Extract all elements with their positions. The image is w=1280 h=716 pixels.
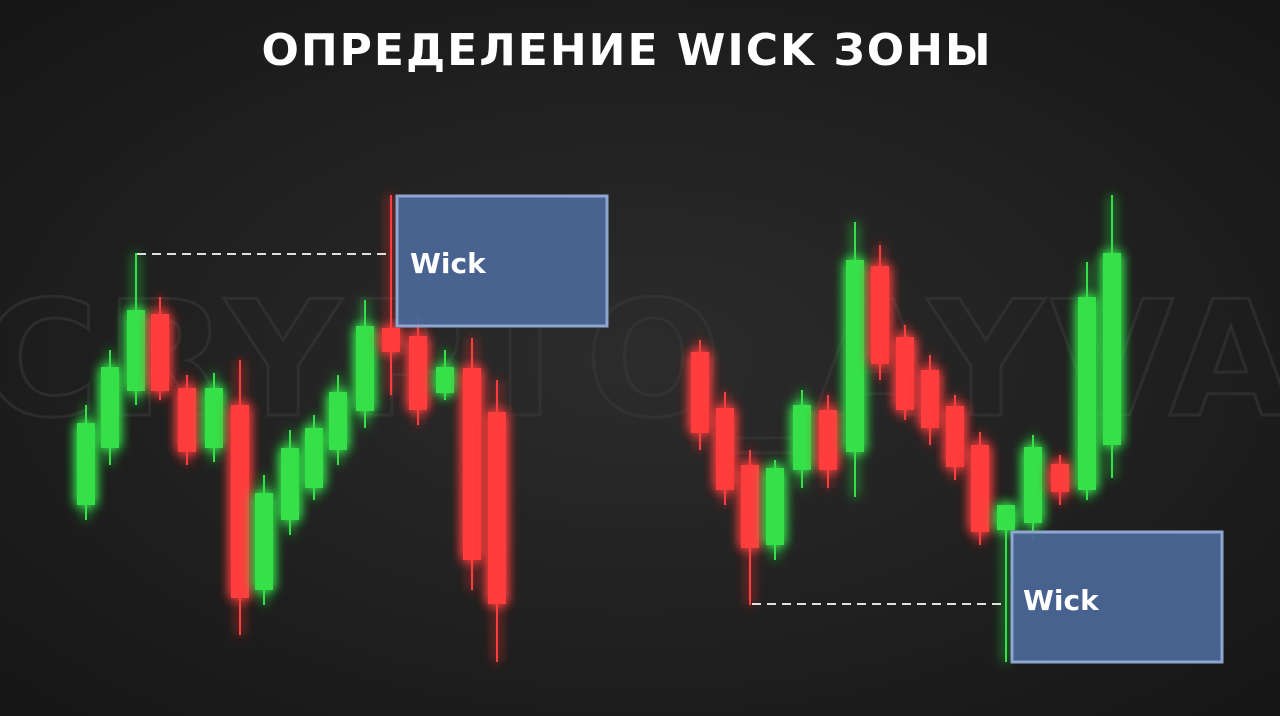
candle bbox=[766, 460, 784, 560]
candle-body bbox=[946, 406, 964, 467]
candle-body bbox=[151, 314, 169, 391]
candle bbox=[488, 380, 506, 662]
candle bbox=[997, 505, 1015, 662]
candle-body bbox=[205, 388, 223, 448]
candle bbox=[127, 253, 145, 405]
candles bbox=[77, 195, 1121, 662]
candle-body bbox=[178, 388, 196, 452]
candle bbox=[329, 375, 347, 465]
candle bbox=[921, 355, 939, 445]
candle-body bbox=[127, 310, 145, 391]
candle-body bbox=[766, 468, 784, 545]
candle-body bbox=[1024, 447, 1042, 523]
candle bbox=[1103, 195, 1121, 478]
candle-body bbox=[741, 465, 759, 548]
candle-body bbox=[329, 392, 347, 450]
wick-zone bbox=[395, 194, 609, 328]
candle bbox=[409, 315, 427, 425]
candle-body bbox=[463, 368, 481, 560]
candle-body bbox=[716, 408, 734, 490]
candle bbox=[716, 392, 734, 505]
candle bbox=[819, 395, 837, 488]
wick-zone bbox=[1010, 530, 1224, 664]
candle-body bbox=[971, 445, 989, 532]
candle bbox=[463, 338, 481, 590]
candle bbox=[356, 300, 374, 428]
candle-body bbox=[997, 505, 1015, 530]
candle bbox=[205, 373, 223, 462]
candle bbox=[255, 475, 273, 605]
title: ОПРЕДЕЛЕНИЕ WICK ЗОНЫ bbox=[261, 25, 992, 76]
candle-body bbox=[896, 337, 914, 410]
candle-body bbox=[281, 448, 299, 520]
candle bbox=[1051, 455, 1069, 505]
zone-label: Wick bbox=[410, 247, 487, 280]
candle bbox=[896, 325, 914, 420]
candle bbox=[846, 222, 864, 497]
candle bbox=[382, 195, 400, 395]
candle bbox=[971, 432, 989, 545]
candle-body bbox=[846, 260, 864, 452]
candle bbox=[1078, 262, 1096, 500]
candle-body bbox=[101, 367, 119, 448]
candle bbox=[281, 430, 299, 535]
candle bbox=[436, 350, 454, 400]
candle bbox=[77, 405, 95, 520]
candle bbox=[178, 375, 196, 465]
candle bbox=[101, 350, 119, 465]
candle bbox=[741, 450, 759, 605]
candle-body bbox=[305, 428, 323, 488]
candle-body bbox=[77, 423, 95, 505]
candle bbox=[946, 395, 964, 480]
candle-body bbox=[356, 326, 374, 411]
candle-body bbox=[436, 367, 454, 393]
candle-body bbox=[409, 336, 427, 410]
candle-body bbox=[382, 328, 400, 352]
candle-body bbox=[871, 266, 889, 364]
candle bbox=[793, 390, 811, 488]
candle-body bbox=[1051, 464, 1069, 492]
candle bbox=[305, 415, 323, 500]
candle-body bbox=[921, 370, 939, 428]
candle-body bbox=[255, 493, 273, 590]
candle bbox=[231, 360, 249, 635]
candle bbox=[151, 297, 169, 400]
candle-body bbox=[793, 405, 811, 470]
candle-body bbox=[488, 412, 506, 604]
candle bbox=[691, 340, 709, 450]
candle-body bbox=[1078, 297, 1096, 490]
candle bbox=[1024, 435, 1042, 540]
candle-body bbox=[1103, 253, 1121, 445]
zone-label: Wick bbox=[1023, 584, 1100, 617]
candle-body bbox=[691, 352, 709, 433]
candle-body bbox=[819, 410, 837, 470]
candle-body bbox=[231, 405, 249, 598]
candle bbox=[871, 245, 889, 380]
